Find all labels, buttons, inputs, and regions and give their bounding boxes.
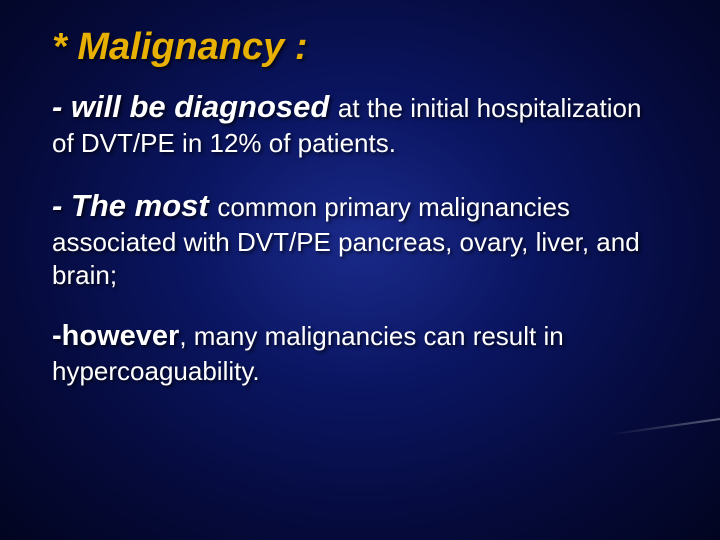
slide: * Malignancy : - will be diagnosed at th… <box>0 0 720 389</box>
paragraph: - will be diagnosed at the initial hospi… <box>52 87 668 160</box>
paragraph-lead: -however <box>52 320 179 352</box>
paragraph: -however, many malignancies can result i… <box>52 318 668 388</box>
slide-title: * Malignancy : <box>52 26 668 69</box>
decorative-line <box>611 418 720 435</box>
paragraph-lead: - will be diagnosed <box>52 89 338 124</box>
paragraph-lead: - The most <box>52 188 217 223</box>
paragraph: - The most common primary malignancies a… <box>52 186 668 292</box>
